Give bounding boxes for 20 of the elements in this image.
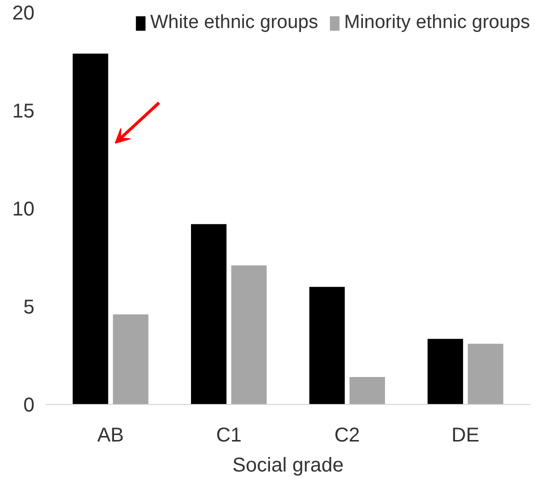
legend-label: White ethnic groups [150,12,318,34]
bar [350,377,385,404]
bar [112,314,148,404]
x-tick-label: C2 [334,424,360,446]
y-tick-label: 15 [12,100,35,122]
legend-label: Minority ethnic groups [344,12,530,34]
x-tick-label: AB [97,424,124,446]
y-tick-label: 5 [23,296,34,318]
y-tick-label: 0 [23,394,34,416]
bar [309,286,345,404]
x-tick-label: C1 [216,424,242,446]
y-tick-label: 10 [12,198,35,220]
bar [72,54,108,404]
bar [468,344,504,404]
bar [428,338,464,404]
bar [231,265,267,404]
x-axis-title: Social grade [232,454,344,476]
x-tick-label: DE [452,424,480,446]
y-tick-label: 20 [12,2,35,24]
bar [191,224,226,404]
